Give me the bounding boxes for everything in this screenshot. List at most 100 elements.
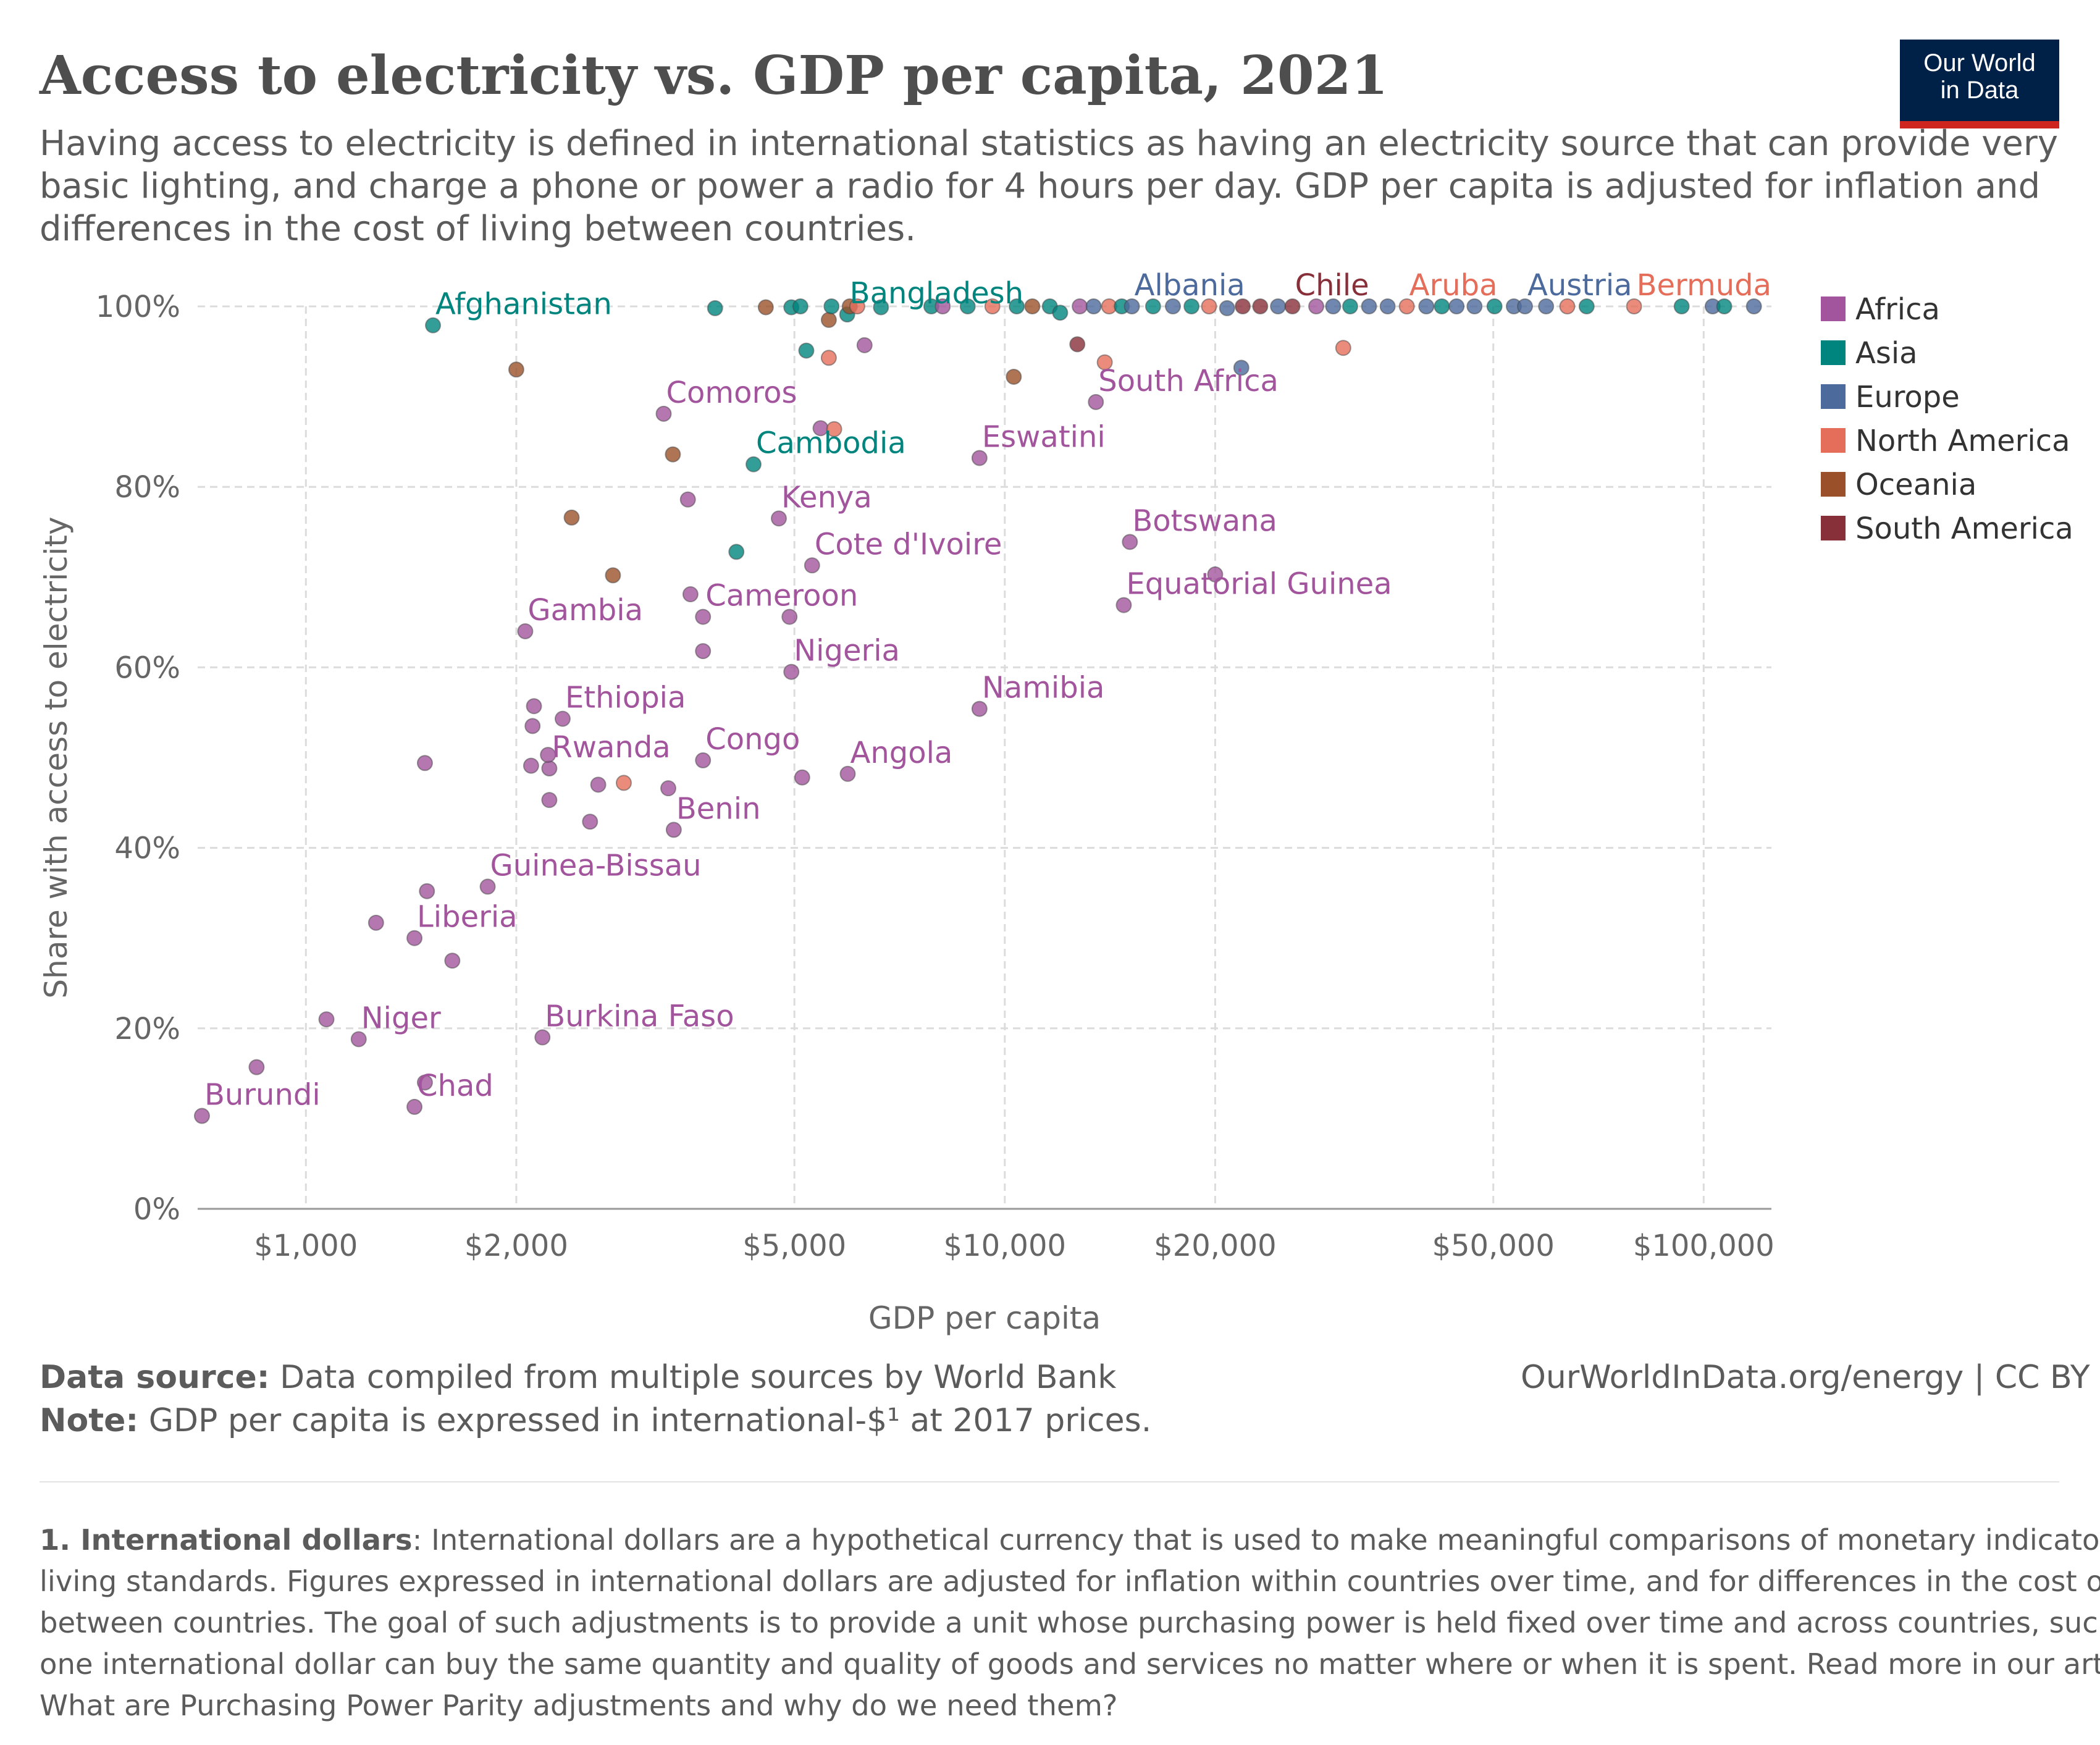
data-point-gambia [517, 623, 534, 639]
data-points [193, 298, 1762, 1124]
data-point [1745, 298, 1762, 314]
data-point [444, 952, 461, 969]
data-point [984, 298, 1001, 314]
data-point-niger [350, 1031, 367, 1048]
data-point [679, 491, 696, 508]
point-label-bangladesh: Bangladesh [850, 276, 1023, 311]
data-point [1379, 298, 1396, 314]
x-tick-label: $100,000 [1633, 1229, 1774, 1263]
owid-logo[interactable]: Our World in Data [1900, 40, 2059, 128]
legend-label: Europe [1855, 380, 1960, 414]
data-point [959, 298, 976, 314]
y-tick-label: 20% [114, 1012, 180, 1046]
data-point [856, 337, 873, 353]
data-point [1183, 298, 1200, 314]
data-point [1009, 298, 1025, 314]
point-label-equatorial-guinea: Equatorial Guinea [1126, 567, 1392, 602]
legend-swatch [1821, 296, 1846, 321]
y-tick-label: 100% [96, 290, 180, 324]
footnote: 1. International dollars: International … [40, 1520, 2100, 1726]
data-point [798, 342, 815, 359]
data-point [540, 747, 556, 763]
data-point [660, 780, 676, 797]
legend-label: Asia [1855, 336, 1918, 371]
data-point-guinea-bissau [479, 878, 496, 895]
data-point-austria [1517, 298, 1534, 314]
data-point-south-africa [1088, 393, 1104, 410]
data-point [1164, 298, 1181, 314]
legend-label: Oceania [1855, 468, 1976, 502]
data-point-nigeria [783, 663, 800, 680]
point-label-rwanda: Rwanda [552, 730, 670, 765]
x-axis-title: GDP per capita [868, 1300, 1101, 1336]
data-point [1486, 298, 1503, 314]
data-point-comoros [655, 405, 672, 422]
point-label-botswana: Botswana [1132, 503, 1277, 538]
data-point [1219, 300, 1235, 316]
legend-swatch [1821, 516, 1846, 540]
data-point [1448, 298, 1465, 314]
y-tick-label: 40% [114, 831, 180, 866]
data-point [849, 298, 865, 314]
data-point-cote-d-ivoire [804, 557, 820, 574]
chart-subtitle: Having access to electricity is defined … [40, 124, 2058, 249]
data-point-liberia [406, 930, 423, 946]
data-point [1342, 298, 1358, 314]
data-point [1235, 298, 1251, 314]
data-point [1233, 360, 1250, 376]
legend-swatch [1821, 428, 1846, 453]
point-label-kenya: Kenya [781, 480, 872, 515]
footnote-line-5[interactable]: What are Purchasing Power Parity adjustm… [40, 1689, 1118, 1722]
data-point [523, 757, 539, 774]
data-point-eswatini [971, 450, 988, 466]
legend[interactable]: Africa Asia Europe North America Oceania Sout… [1821, 292, 2073, 546]
data-point [1144, 298, 1161, 314]
y-axis-title: Share with access to electricity [38, 516, 74, 998]
x-tick-label: $50,000 [1432, 1229, 1555, 1263]
data-point [1096, 354, 1113, 371]
data-point [526, 698, 542, 715]
data-point [1308, 298, 1325, 314]
data-point [590, 776, 607, 793]
x-tick-label: $20,000 [1154, 1229, 1277, 1263]
legend-swatch [1821, 340, 1846, 365]
point-label-cote-d-ivoire: Cote d'Ivoire [815, 527, 1002, 561]
data-point [1418, 298, 1435, 314]
logo-line-2: in Data [1940, 77, 2019, 104]
legend-swatch [1821, 384, 1846, 409]
data-point [873, 299, 889, 316]
data-point-kenya [770, 510, 787, 527]
data-source-line: Data source: Data compiled from multiple… [40, 1359, 1116, 1396]
point-label-congo: Congo [705, 722, 800, 757]
data-point-cameroon [695, 608, 712, 625]
footnote-line-2: living standards. Figures expressed in i… [40, 1565, 2100, 1598]
point-label-chile: Chile [1295, 268, 1369, 303]
x-tick-label: $10,000 [944, 1229, 1067, 1263]
data-point [248, 1059, 265, 1075]
source-url[interactable]: OurWorldInData.org/energy | CC BY [1521, 1359, 2090, 1396]
data-point [1207, 566, 1224, 582]
point-label-liberia: Liberia [417, 900, 518, 935]
footnote-line-1: : International dollars are a hypothetic… [412, 1523, 2100, 1557]
point-label-south-africa: South Africa [1098, 364, 1279, 398]
point-label-bermuda: Bermuda [1637, 268, 1771, 303]
data-point-albania [1124, 298, 1140, 314]
data-point [820, 311, 837, 328]
data-point [682, 586, 699, 603]
chart-title: Access to electricity vs. GDP per capita… [40, 44, 1388, 107]
data-point [728, 544, 745, 560]
point-label-cambodia: Cambodia [756, 426, 906, 461]
data-point [563, 509, 580, 526]
data-point [1466, 298, 1483, 314]
data-point [695, 643, 712, 660]
point-label-namibia: Namibia [982, 671, 1105, 705]
data-point-ethiopia [554, 710, 571, 727]
data-point-equatorial-guinea [1115, 597, 1132, 613]
data-point-namibia [971, 700, 988, 717]
data-point [1270, 298, 1287, 314]
data-point [318, 1011, 335, 1028]
point-label-austria: Austria [1527, 268, 1632, 303]
note-label: Note: [40, 1402, 139, 1439]
data-point [1085, 298, 1102, 314]
y-tick-label: 0% [133, 1192, 180, 1227]
